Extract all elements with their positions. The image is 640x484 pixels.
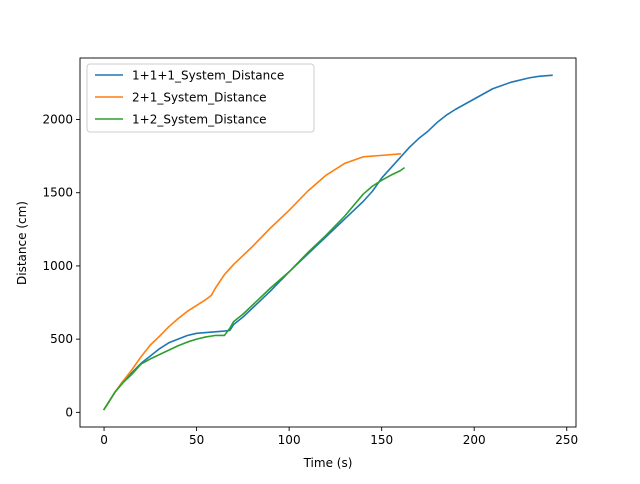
- y-axis-label: Distance (cm): [15, 201, 29, 285]
- legend-label-1: 1+1+1_System_Distance: [132, 69, 284, 83]
- x-tick-label: 50: [189, 433, 204, 447]
- x-tick-label: 200: [463, 433, 486, 447]
- legend-box: [86, 63, 315, 133]
- y-tick-label: 500: [50, 332, 73, 346]
- legend: 1+1+1_System_Distance 2+1_System_Distance…: [86, 63, 315, 133]
- tick-marks: 0 50 100 150 200 250 0 500 1000 1500 2000: [42, 113, 578, 448]
- x-axis-label: Time (s): [303, 456, 353, 470]
- x-tick-label: 250: [555, 433, 578, 447]
- series-line-1: [102, 74, 553, 411]
- series-line-2: [102, 153, 402, 411]
- x-tick-label: 150: [370, 433, 393, 447]
- legend-label-2: 2+1_System_Distance: [132, 91, 267, 105]
- legend-label-3: 1+2_System_Distance: [132, 113, 267, 127]
- x-tick-label: 100: [278, 433, 301, 447]
- y-tick-label: 1500: [42, 186, 73, 200]
- x-tick-label: 0: [100, 433, 108, 447]
- y-tick-label: 1000: [42, 259, 73, 273]
- axes-frame: [79, 57, 577, 428]
- y-tick-label: 0: [65, 405, 73, 419]
- y-tick-label: 2000: [42, 113, 73, 127]
- series-line-3: [102, 166, 405, 411]
- plot-area: [79, 57, 577, 428]
